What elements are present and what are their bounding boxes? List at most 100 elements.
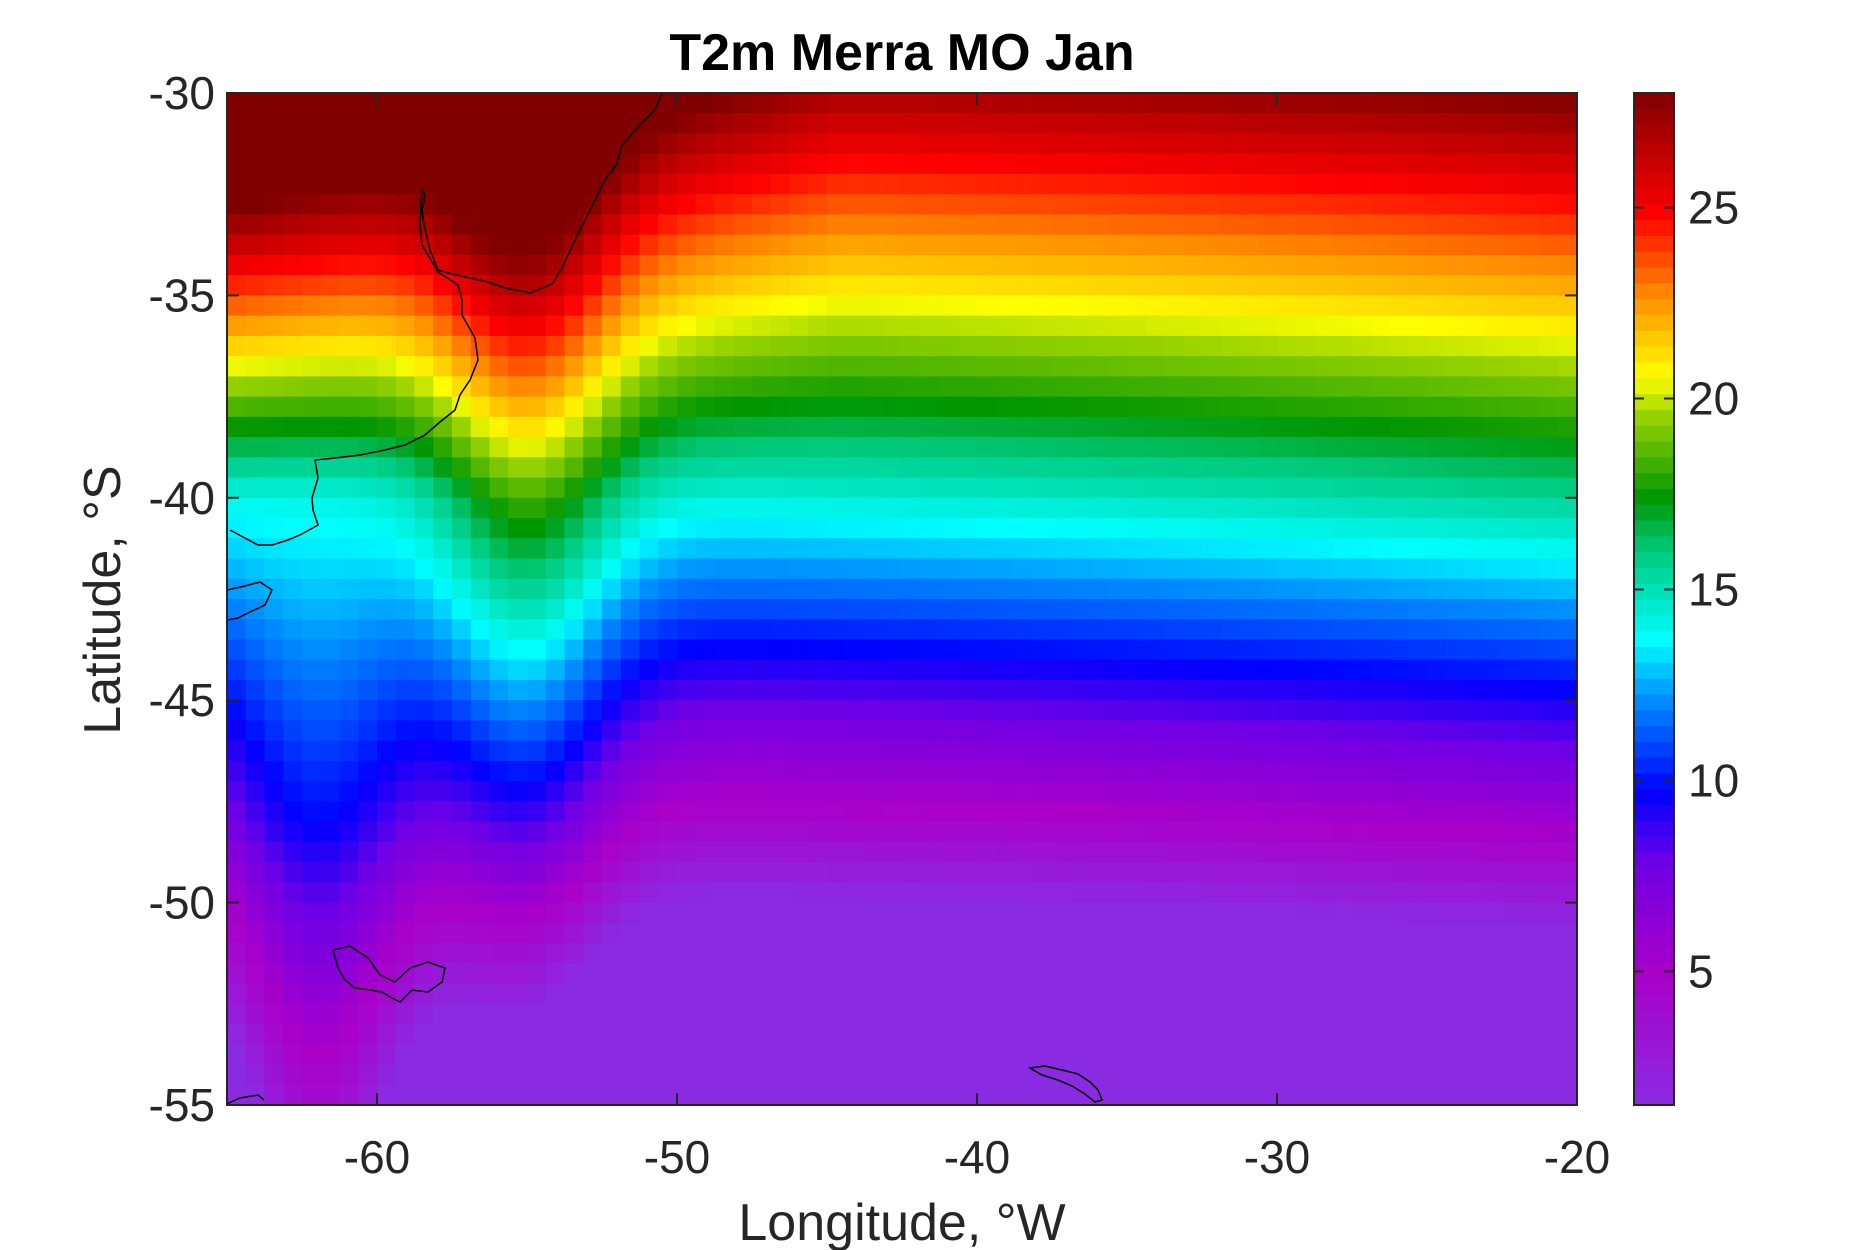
heatmap-cell — [808, 275, 828, 296]
heatmap-cell — [1427, 841, 1447, 863]
heatmap-cell — [545, 578, 566, 600]
heatmap-cell — [1033, 113, 1053, 135]
heatmap-cell — [1333, 93, 1353, 114]
heatmap-cell — [414, 619, 434, 641]
heatmap-cell — [1464, 922, 1484, 944]
heatmap-cell — [377, 1044, 397, 1066]
heatmap-cell — [1183, 295, 1203, 317]
heatmap-cell — [1352, 457, 1372, 479]
heatmap-cell — [677, 841, 697, 863]
heatmap-cell — [958, 254, 978, 276]
heatmap-cell — [1089, 720, 1109, 742]
heatmap-cell — [1502, 659, 1522, 681]
heatmap-cell — [808, 396, 828, 418]
colorbar-segment — [1634, 725, 1674, 742]
heatmap-cell — [733, 619, 753, 641]
heatmap-cell — [939, 518, 959, 539]
heatmap-cell — [789, 335, 809, 357]
heatmap-cell — [339, 740, 359, 762]
heatmap-cell — [1295, 740, 1316, 762]
heatmap-cell — [545, 639, 566, 661]
heatmap-cell — [677, 821, 697, 843]
heatmap-cell — [1502, 983, 1522, 1005]
heatmap-cell — [1483, 396, 1503, 418]
heatmap-cell — [789, 133, 809, 155]
heatmap-cell — [564, 963, 584, 985]
heatmap-cell — [1314, 416, 1334, 438]
heatmap-cell — [920, 1084, 941, 1105]
heatmap-cell — [1183, 983, 1203, 1005]
heatmap-cell — [1089, 113, 1109, 135]
heatmap-cell — [733, 315, 753, 337]
heatmap-cell — [995, 153, 1016, 175]
heatmap-cell — [358, 113, 378, 135]
heatmap-cell — [808, 902, 828, 924]
heatmap-cell — [1014, 113, 1034, 135]
heatmap-cell — [414, 295, 434, 317]
heatmap-cell — [1333, 214, 1353, 236]
heatmap-cell — [1445, 578, 1466, 600]
colorbar-segment — [1634, 314, 1674, 331]
heatmap-cell — [1427, 477, 1447, 499]
coastline-valdes-peninsula — [227, 581, 273, 621]
colorbar-segment — [1634, 836, 1674, 853]
heatmap-cell — [358, 1084, 378, 1105]
heatmap-cell — [1408, 922, 1428, 944]
heatmap-cell — [1089, 1084, 1109, 1105]
heatmap-cell — [1108, 214, 1128, 236]
heatmap-cell — [1202, 497, 1222, 519]
heatmap-cell — [1070, 538, 1091, 560]
heatmap-cell — [995, 396, 1016, 418]
heatmap-cell — [545, 700, 566, 722]
heatmap-cell — [733, 214, 753, 236]
heatmap-cell — [1370, 740, 1391, 762]
heatmap-cell — [452, 1084, 472, 1105]
heatmap-cell — [433, 173, 453, 195]
heatmap-cell — [770, 477, 791, 499]
heatmap-cell — [1258, 558, 1278, 580]
heatmap-cell — [1314, 760, 1334, 782]
heatmap-cell — [1520, 416, 1541, 438]
heatmap-cell — [489, 518, 509, 539]
heatmap-cell — [227, 659, 247, 681]
heatmap-cell — [958, 781, 978, 802]
heatmap-cell — [1052, 963, 1072, 985]
heatmap-cell — [1277, 599, 1297, 620]
heatmap-cell — [770, 720, 791, 742]
heatmap-cell — [639, 639, 659, 661]
heatmap-cell — [489, 497, 509, 519]
heatmap-cell — [358, 295, 378, 317]
heatmap-cell — [283, 700, 303, 722]
heatmap-cell — [1558, 335, 1577, 357]
heatmap-cell — [1089, 234, 1109, 256]
heatmap-cell — [808, 659, 828, 681]
heatmap-cell — [320, 862, 341, 883]
heatmap-cell — [433, 578, 453, 600]
heatmap-cell — [995, 538, 1016, 560]
heatmap-cell — [1427, 679, 1447, 701]
heatmap-cell — [1239, 882, 1259, 904]
heatmap-cell — [1052, 821, 1072, 843]
heatmap-cell — [695, 335, 716, 357]
heatmap-cell — [1520, 295, 1541, 317]
heatmap-cell — [1464, 1003, 1484, 1025]
heatmap-cell — [1258, 619, 1278, 641]
heatmap-cell — [433, 275, 453, 296]
heatmap-cell — [1277, 113, 1297, 135]
heatmap-cell — [733, 173, 753, 195]
heatmap-cell — [958, 153, 978, 175]
heatmap-cell — [1258, 295, 1278, 317]
heatmap-cell — [789, 882, 809, 904]
heatmap-cell — [695, 1044, 716, 1066]
heatmap-cell — [733, 720, 753, 742]
heatmap-cell — [977, 173, 997, 195]
heatmap-cell — [1108, 356, 1128, 377]
heatmap — [227, 93, 1577, 1105]
heatmap-cell — [977, 194, 997, 216]
heatmap-cell — [339, 1064, 359, 1086]
heatmap-cell — [789, 1003, 809, 1025]
heatmap-cell — [583, 437, 603, 458]
heatmap-cell — [264, 133, 284, 155]
heatmap-cell — [827, 477, 847, 499]
heatmap-cell — [714, 477, 734, 499]
